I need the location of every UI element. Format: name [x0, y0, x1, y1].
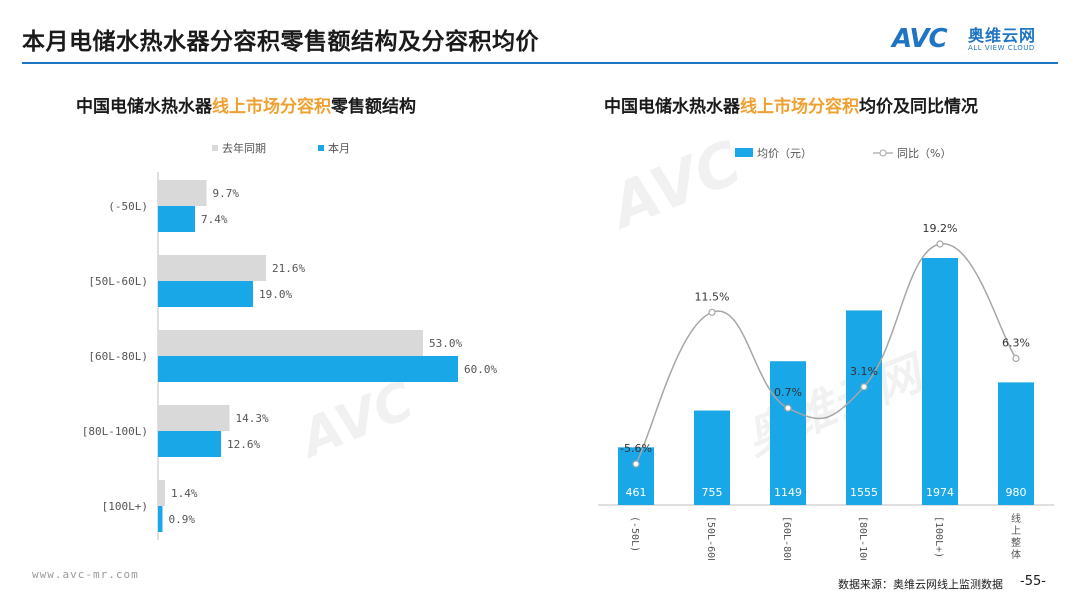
- data-label-last-year: 1.4%: [171, 487, 198, 500]
- left-category-label: [50L-60L): [88, 275, 148, 288]
- bar-value-label: 1555: [850, 486, 878, 499]
- right-category-label: [80L-100L): [857, 516, 868, 560]
- bar-avg-price: [846, 310, 882, 505]
- legend-swatch-avg-price: [735, 148, 753, 157]
- left-chart-title: 中国电储水热水器线上市场分容积零售额结构: [76, 92, 416, 117]
- bar-last-year: [158, 480, 165, 506]
- right-category-label: [60L-80L): [781, 516, 792, 560]
- page-number: -55-: [1020, 574, 1046, 589]
- left-category-label: [60L-80L): [88, 350, 148, 363]
- data-label-this-month: 0.9%: [169, 513, 196, 526]
- bar-this-month: [158, 506, 163, 532]
- bar-avg-price: [618, 447, 654, 505]
- yoy-point: [1012, 354, 1020, 363]
- bar-avg-price: [770, 361, 806, 505]
- right-category-label: (-50L): [629, 516, 640, 552]
- legend-label-this-month: 本月: [328, 141, 350, 155]
- data-label-last-year: 14.3%: [236, 412, 269, 425]
- yoy-point: [632, 460, 640, 468]
- bar-avg-price: [998, 382, 1034, 505]
- data-source-note: 数据来源：奥维云网线上监测数据: [838, 578, 1003, 591]
- page-title: 本月电储水热水器分容积零售额结构及分容积均价: [22, 29, 539, 55]
- yoy-point: [936, 240, 944, 248]
- yoy-data-label: 3.1%: [850, 365, 878, 378]
- right-chart-title-pre: 中国电储水热水器: [604, 97, 740, 117]
- brand-logo: AVC 奥维云网 ALL VIEW CLOUD: [892, 22, 1058, 58]
- data-label-last-year: 53.0%: [429, 337, 462, 350]
- bar-avg-price: [922, 258, 958, 505]
- legend-marker-yoy: [879, 149, 887, 157]
- legend-label-last-year: 去年同期: [222, 141, 266, 155]
- left-chart-title-post: 零售额结构: [331, 97, 416, 117]
- bar-this-month: [158, 281, 253, 307]
- data-label-last-year: 9.7%: [213, 187, 240, 200]
- data-label-this-month: 19.0%: [259, 288, 292, 301]
- data-label-this-month: 60.0%: [464, 363, 497, 376]
- left-chart-title-highlight: 线上市场分容积: [212, 97, 331, 117]
- right-category-label: [50L-60L): [705, 516, 716, 560]
- yoy-point: [860, 383, 868, 391]
- legend-swatch-last-year: [212, 145, 218, 151]
- legend-swatch-this-month: [318, 145, 324, 151]
- footer-url: www.avc-mr.com: [32, 568, 139, 581]
- bar-value-label: 461: [626, 486, 647, 499]
- bar-avg-price: [694, 410, 730, 505]
- bar-last-year: [158, 405, 230, 431]
- bar-this-month: [158, 431, 221, 457]
- bar-value-label: 980: [1006, 486, 1027, 499]
- yoy-data-label: 19.2%: [923, 222, 958, 235]
- left-category-label: (-50L): [108, 200, 148, 213]
- left-category-label: [80L-100L): [82, 425, 148, 438]
- legend-label-avg-price: 均价（元）: [757, 147, 812, 160]
- data-label-this-month: 7.4%: [201, 213, 228, 226]
- bar-this-month: [158, 206, 195, 232]
- yoy-data-label: 6.3%: [1002, 336, 1030, 349]
- bar-value-label: 1974: [926, 486, 954, 499]
- bar-last-year: [158, 255, 266, 281]
- bar-this-month: [158, 356, 458, 382]
- right-chart-title-highlight: 线上市场分容积: [740, 97, 859, 117]
- bar-value-label: 755: [702, 486, 723, 499]
- data-label-last-year: 21.6%: [272, 262, 305, 275]
- yoy-data-label: 0.7%: [774, 386, 802, 399]
- logo-english-name: ALL VIEW CLOUD: [968, 44, 1035, 52]
- right-chart-title: 中国电储水热水器线上市场分容积均价及同比情况: [604, 92, 978, 117]
- right-category-label: 线上整体: [1011, 512, 1021, 560]
- legend-label-yoy: 同比（%）: [897, 147, 951, 160]
- left-category-label: [100L+): [102, 500, 148, 513]
- bar-value-label: 1149: [774, 486, 802, 499]
- data-label-this-month: 12.6%: [227, 438, 260, 451]
- yoy-data-label: -5.6%: [620, 442, 652, 455]
- left-bar-chart: 去年同期 本月 (-50L) 9.7% 7.4% [50L-60L) 21.6% 19.0% […: [82, 141, 497, 540]
- bar-last-year: [158, 330, 423, 356]
- bar-last-year: [158, 180, 207, 206]
- yoy-point: [784, 404, 792, 412]
- right-combo-chart: 均价（元） 同比（%） 461 755 1149 1555 1974 980 (-50L) [50…: [598, 147, 1054, 560]
- left-chart-title-pre: 中国电储水热水器: [76, 97, 212, 117]
- right-chart-title-post: 均价及同比情况: [859, 97, 978, 117]
- title-divider: [22, 62, 1058, 64]
- yoy-point: [708, 308, 716, 316]
- right-category-label: [100L+): [933, 516, 944, 558]
- logo-mark: AVC: [892, 24, 948, 54]
- yoy-line: [635, 243, 1017, 465]
- logo-chinese-name: 奥维云网: [968, 26, 1037, 45]
- yoy-data-label: 11.5%: [695, 290, 730, 303]
